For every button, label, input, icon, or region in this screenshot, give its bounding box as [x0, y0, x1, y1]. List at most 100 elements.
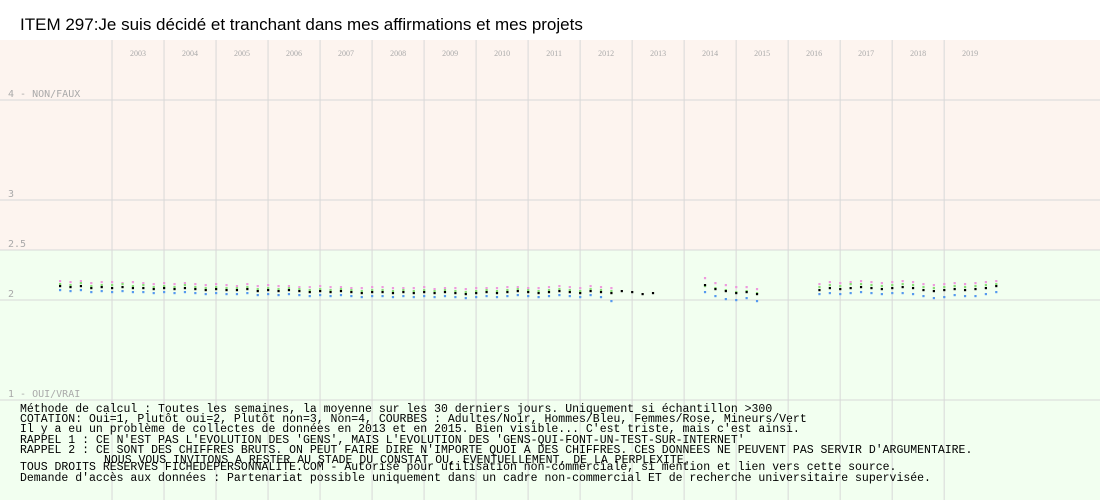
point	[870, 281, 873, 284]
point	[558, 285, 561, 288]
point	[891, 284, 894, 287]
x-tick-label: 2006	[286, 49, 302, 58]
point	[173, 283, 176, 286]
point	[901, 286, 904, 289]
point	[755, 300, 759, 303]
point	[454, 292, 457, 295]
point	[641, 293, 644, 296]
point	[745, 297, 748, 300]
point	[859, 286, 863, 289]
point	[267, 293, 270, 296]
point	[412, 290, 415, 293]
point	[163, 291, 166, 294]
point	[932, 297, 935, 300]
point	[911, 284, 915, 287]
note: Demande d'accès aux données : Partenaria…	[20, 472, 931, 485]
point	[735, 286, 738, 289]
point	[90, 282, 93, 285]
point	[579, 292, 582, 295]
point	[974, 282, 977, 285]
point	[277, 288, 280, 291]
point	[527, 287, 530, 290]
point	[59, 280, 62, 283]
point	[225, 293, 228, 296]
note: TOUS DROITS RESERVES FICHEDEPERSONNALITE…	[20, 461, 896, 474]
point	[423, 286, 426, 289]
point	[995, 280, 998, 283]
point	[724, 298, 727, 301]
point	[235, 285, 239, 288]
point	[69, 290, 72, 293]
point	[204, 284, 207, 287]
point	[599, 289, 603, 292]
chart-title: ITEM 297:Je suis décidé et tranchant dan…	[20, 15, 583, 34]
point	[828, 281, 831, 284]
point	[527, 295, 530, 298]
point	[537, 292, 540, 295]
point	[319, 290, 322, 293]
point	[412, 287, 415, 290]
point	[163, 287, 166, 290]
point	[870, 287, 873, 290]
point	[142, 282, 145, 285]
point	[381, 295, 384, 298]
point	[818, 293, 821, 296]
point	[880, 282, 883, 285]
point	[204, 289, 207, 292]
point	[131, 287, 135, 290]
point	[319, 294, 322, 297]
point	[464, 288, 467, 291]
point	[547, 286, 551, 289]
point	[818, 283, 821, 286]
point	[402, 295, 405, 298]
point	[79, 285, 83, 288]
point	[464, 297, 467, 300]
point	[350, 291, 353, 294]
point	[859, 283, 863, 286]
point	[371, 295, 374, 298]
point	[215, 286, 218, 289]
point	[735, 292, 738, 295]
point	[90, 285, 93, 288]
point	[901, 280, 904, 283]
point	[163, 282, 166, 285]
point	[412, 296, 415, 299]
point	[287, 293, 291, 296]
x-tick-label: 2007	[338, 49, 354, 58]
point	[568, 286, 571, 289]
x-tick-label: 2005	[234, 49, 250, 58]
point	[464, 293, 467, 296]
point	[308, 291, 311, 294]
point	[475, 296, 478, 299]
point	[173, 292, 176, 295]
point	[131, 285, 135, 288]
point	[423, 295, 426, 298]
point	[194, 292, 197, 295]
x-tick-label: 2011	[546, 49, 562, 58]
point	[423, 289, 426, 292]
point	[360, 290, 363, 293]
x-tick-label: 2013	[650, 49, 666, 58]
point	[454, 290, 457, 293]
point	[235, 287, 239, 290]
point	[121, 283, 124, 286]
point	[589, 285, 592, 288]
point	[995, 283, 998, 286]
x-tick-label: 2009	[442, 49, 458, 58]
point	[391, 296, 395, 299]
point	[610, 287, 613, 290]
notes: Méthode de calcul : Toutes les semaines,…	[20, 403, 972, 485]
point	[558, 288, 561, 291]
point	[568, 291, 571, 294]
point	[995, 285, 998, 288]
point	[69, 286, 72, 289]
point	[225, 287, 228, 290]
point	[90, 291, 93, 294]
point	[454, 296, 457, 299]
point	[849, 281, 852, 284]
point	[256, 288, 259, 291]
point	[475, 290, 478, 293]
point	[381, 286, 384, 289]
point	[319, 288, 322, 291]
point	[100, 286, 103, 289]
